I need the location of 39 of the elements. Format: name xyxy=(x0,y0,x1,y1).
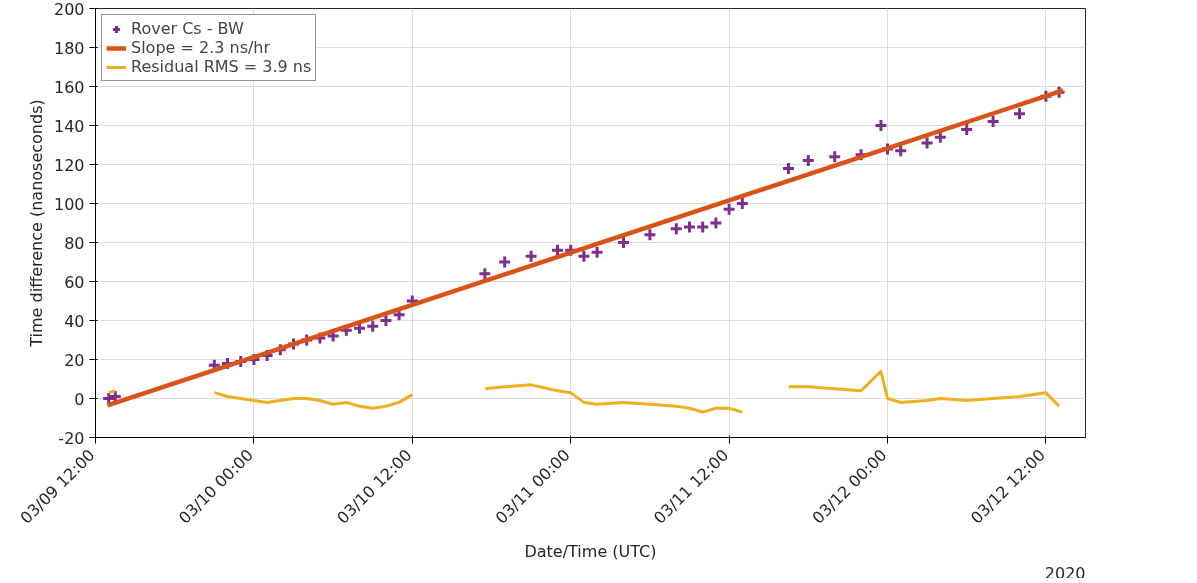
point xyxy=(365,319,380,334)
point xyxy=(642,227,657,242)
y-tick-label: 80 xyxy=(64,233,85,253)
point xyxy=(590,245,605,260)
point xyxy=(920,136,935,151)
point xyxy=(669,221,684,236)
point xyxy=(497,255,512,269)
legend-label: Rover Cs - BW xyxy=(131,19,244,38)
y-tick-label: 20 xyxy=(64,350,85,370)
y-tick-label: 140 xyxy=(53,116,85,136)
point xyxy=(735,196,750,211)
point xyxy=(873,118,888,133)
y-tick-label: 160 xyxy=(53,77,85,97)
point xyxy=(695,219,710,234)
point xyxy=(986,114,1001,129)
point xyxy=(576,249,591,264)
point xyxy=(893,143,908,158)
point xyxy=(781,161,796,176)
legend-label: Residual RMS = 3.9 ns xyxy=(131,57,312,76)
text: 2020 xyxy=(1044,563,1086,583)
legend-label: Slope = 2.3 ns/hr xyxy=(131,38,271,57)
point xyxy=(1012,106,1027,121)
point xyxy=(708,216,723,230)
point xyxy=(801,153,816,168)
y-tick-label: 40 xyxy=(64,311,85,331)
x-axis-title: Date/Time (UTC) xyxy=(524,542,657,562)
y-tick-label: -20 xyxy=(58,428,85,448)
y-tick-label: 200 xyxy=(53,0,85,19)
point xyxy=(682,219,697,234)
y-tick-label: 100 xyxy=(53,194,85,214)
y-axis-title: Time difference (nanoseconds) xyxy=(26,99,46,348)
point xyxy=(722,202,737,217)
point xyxy=(524,249,539,264)
point xyxy=(827,149,842,164)
y-tick-label: 180 xyxy=(53,38,85,58)
y-tick-label: 0 xyxy=(74,389,85,409)
y-tick-label: 60 xyxy=(64,272,85,292)
point xyxy=(477,266,492,281)
y-tick-label: 120 xyxy=(53,155,85,175)
